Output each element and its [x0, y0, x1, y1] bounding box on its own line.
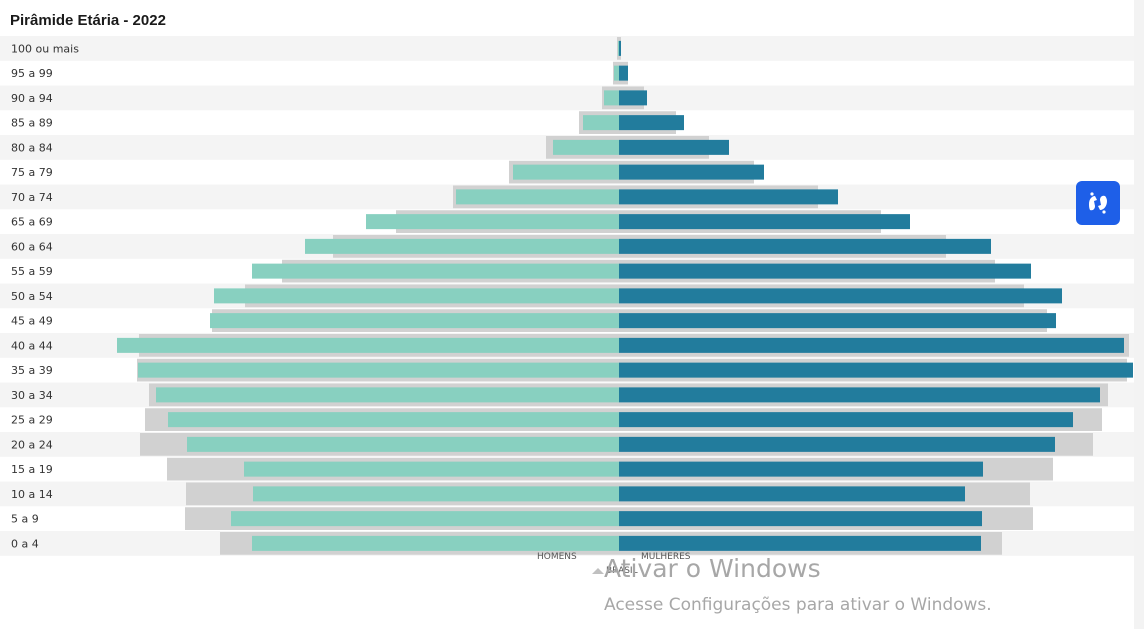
- age-label-95-a-99: 95 a 99: [11, 67, 53, 80]
- bar-mulheres-70-a-74[interactable]: [619, 189, 838, 205]
- bar-mulheres-90-a-94[interactable]: [619, 90, 647, 106]
- sign-language-button[interactable]: [1076, 181, 1120, 225]
- bar-homens-65-a-69[interactable]: [366, 214, 619, 230]
- bar-homens-55-a-59[interactable]: [252, 263, 619, 279]
- age-label-35-a-39: 35 a 39: [11, 364, 53, 377]
- bar-mulheres-40-a-44[interactable]: [619, 337, 1124, 353]
- scrollbar-track[interactable]: [1134, 0, 1144, 629]
- legend-triangle-icon: [592, 568, 604, 574]
- legend-item-mulheres[interactable]: MULHERES: [641, 552, 690, 562]
- bar-mulheres-35-a-39[interactable]: [619, 362, 1133, 378]
- bar-homens-85-a-89[interactable]: [583, 115, 619, 131]
- bar-homens-60-a-64[interactable]: [305, 238, 619, 254]
- bar-mulheres-45-a-49[interactable]: [619, 313, 1056, 329]
- bar-mulheres-85-a-89[interactable]: [619, 115, 684, 131]
- hands-sign-language-icon: [1089, 192, 1107, 214]
- row-stripe: [0, 85, 1134, 111]
- bar-mulheres-25-a-29[interactable]: [619, 412, 1073, 428]
- bar-homens-75-a-79[interactable]: [513, 164, 619, 180]
- bar-mulheres-55-a-59[interactable]: [619, 263, 1031, 279]
- age-label-45-a-49: 45 a 49: [11, 315, 53, 328]
- bar-mulheres-5-a-9[interactable]: [619, 511, 982, 527]
- watermark-title: Ativar o Windows: [604, 554, 821, 583]
- bar-mulheres-50-a-54[interactable]: [619, 288, 1062, 304]
- bar-mulheres-75-a-79[interactable]: [619, 164, 764, 180]
- windows-activation-watermark: Ativar o Windows Acesse Configurações pa…: [604, 554, 992, 618]
- legend-label-mulheres: MULHERES: [641, 552, 691, 562]
- age-label-70-a-74: 70 a 74: [11, 191, 53, 204]
- legend-label-brasil: BRASIL: [606, 566, 638, 576]
- age-label-65-a-69: 65 a 69: [11, 216, 53, 229]
- bar-mulheres-15-a-19[interactable]: [619, 461, 983, 477]
- age-label-0-a-4: 0 a 4: [11, 537, 39, 550]
- bar-mulheres-80-a-84[interactable]: [619, 139, 729, 155]
- bar-mulheres-60-a-64[interactable]: [619, 238, 991, 254]
- age-label-10-a-14: 10 a 14: [11, 488, 53, 501]
- legend-label-homens: HOMENS: [537, 552, 577, 562]
- bar-homens-50-a-54[interactable]: [214, 288, 619, 304]
- age-label-80-a-84: 80 a 84: [11, 141, 53, 154]
- bar-mulheres-30-a-34[interactable]: [619, 387, 1100, 403]
- bar-homens-35-a-39[interactable]: [138, 362, 619, 378]
- age-label-40-a-44: 40 a 44: [11, 339, 53, 352]
- row-stripe: [0, 36, 1134, 61]
- bar-homens-90-a-94[interactable]: [604, 90, 619, 106]
- bar-mulheres-0-a-4[interactable]: [619, 535, 981, 551]
- age-label-100-ou-mais: 100 ou mais: [11, 42, 79, 55]
- age-label-60-a-64: 60 a 64: [11, 240, 53, 253]
- bar-mulheres-10-a-14[interactable]: [619, 486, 965, 502]
- age-label-75-a-79: 75 a 79: [11, 166, 53, 179]
- age-label-55-a-59: 55 a 59: [11, 265, 53, 278]
- bar-mulheres-100-ou-mais[interactable]: [619, 40, 621, 56]
- bar-homens-30-a-34[interactable]: [156, 387, 619, 403]
- bar-homens-80-a-84[interactable]: [553, 139, 619, 155]
- bar-homens-5-a-9[interactable]: [231, 511, 619, 527]
- watermark-subtitle: Acesse Configurações para ativar o Windo…: [604, 595, 992, 615]
- bar-homens-15-a-19[interactable]: [244, 461, 619, 477]
- bar-homens-0-a-4[interactable]: [252, 535, 619, 551]
- bar-homens-20-a-24[interactable]: [187, 436, 619, 452]
- age-label-90-a-94: 90 a 94: [11, 92, 53, 105]
- age-label-5-a-9: 5 a 9: [11, 513, 39, 526]
- age-label-20-a-24: 20 a 24: [11, 438, 53, 451]
- age-label-15-a-19: 15 a 19: [11, 463, 53, 476]
- bar-mulheres-95-a-99[interactable]: [619, 65, 628, 81]
- bar-mulheres-20-a-24[interactable]: [619, 436, 1055, 452]
- bar-homens-45-a-49[interactable]: [210, 313, 619, 329]
- bar-homens-100-ou-mais[interactable]: [618, 40, 619, 56]
- legend-item-homens[interactable]: HOMENS: [537, 552, 577, 562]
- bar-homens-95-a-99[interactable]: [614, 65, 619, 81]
- bar-homens-40-a-44[interactable]: [117, 337, 619, 353]
- chart-title: Pirâmide Etária - 2022: [10, 12, 166, 29]
- bar-homens-25-a-29[interactable]: [168, 412, 619, 428]
- bar-mulheres-65-a-69[interactable]: [619, 214, 910, 230]
- age-label-50-a-54: 50 a 54: [11, 290, 53, 303]
- age-label-85-a-89: 85 a 89: [11, 117, 53, 130]
- bar-homens-70-a-74[interactable]: [456, 189, 619, 205]
- age-label-25-a-29: 25 a 29: [11, 414, 53, 427]
- age-label-30-a-34: 30 a 34: [11, 389, 53, 402]
- bar-homens-10-a-14[interactable]: [253, 486, 619, 502]
- legend-item-brasil[interactable]: BRASIL: [606, 566, 638, 576]
